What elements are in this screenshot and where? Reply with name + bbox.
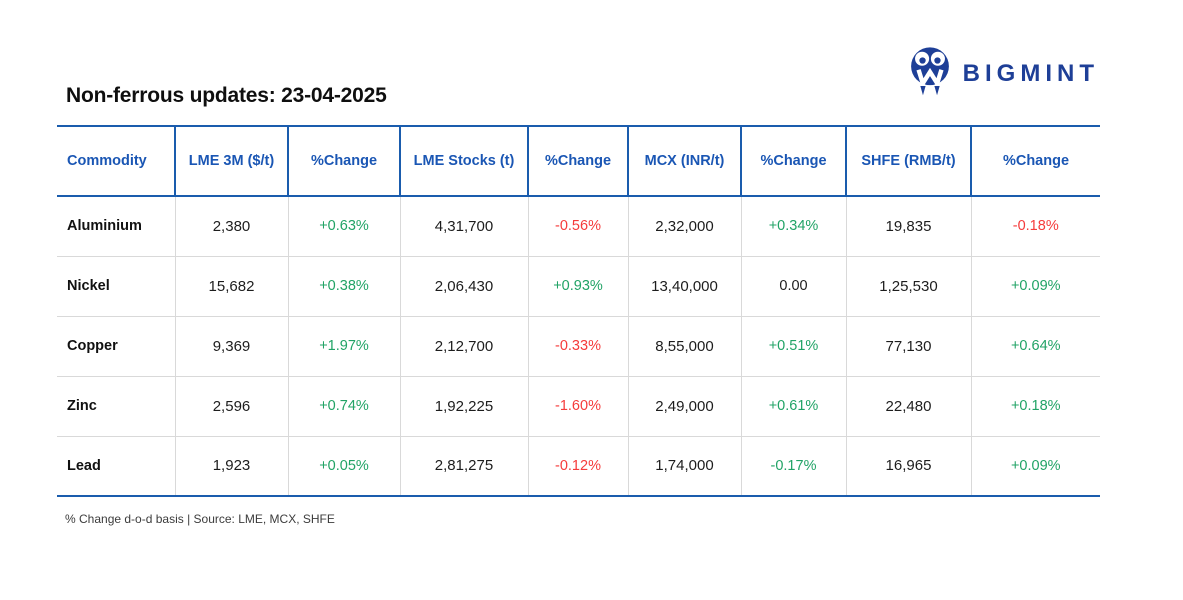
col-header-pct-change-1: %Change bbox=[287, 125, 400, 197]
page-title: Non-ferrous updates: 23-04-2025 bbox=[66, 84, 387, 107]
brand-logo: BIGMINT bbox=[907, 46, 1099, 102]
pct-change-cell: +0.05% bbox=[287, 435, 400, 497]
pct-change-cell: +0.18% bbox=[970, 375, 1100, 436]
pct-change-cell: +0.74% bbox=[287, 375, 400, 436]
value-cell: 19,835 bbox=[845, 195, 971, 256]
value-cell: 1,74,000 bbox=[627, 435, 741, 497]
value-cell: 1,25,530 bbox=[845, 255, 971, 316]
value-cell: 2,49,000 bbox=[627, 375, 741, 436]
pct-change-cell: -0.12% bbox=[527, 435, 628, 497]
pct-change-cell: -0.33% bbox=[527, 315, 628, 376]
col-header-shfe: SHFE (RMB/t) bbox=[845, 125, 971, 197]
pct-change-cell: +0.09% bbox=[970, 435, 1100, 497]
pct-change-cell: -0.56% bbox=[527, 195, 628, 256]
source-note: % Change d-o-d basis | Source: LME, MCX,… bbox=[65, 512, 335, 526]
table-row: Copper 9,369 +1.97% 2,12,700 -0.33% 8,55… bbox=[57, 315, 1100, 376]
value-cell: 8,55,000 bbox=[627, 315, 741, 376]
table-row: Nickel 15,682 +0.38% 2,06,430 +0.93% 13,… bbox=[57, 255, 1100, 316]
pct-change-cell: +0.51% bbox=[740, 315, 846, 376]
value-cell: 2,596 bbox=[174, 375, 288, 436]
value-cell: 77,130 bbox=[845, 315, 971, 376]
value-cell: 22,480 bbox=[845, 375, 971, 436]
table-row: Lead 1,923 +0.05% 2,81,275 -0.12% 1,74,0… bbox=[57, 435, 1100, 497]
value-cell: 2,81,275 bbox=[399, 435, 528, 497]
col-header-commodity: Commodity bbox=[57, 125, 175, 197]
pct-change-cell: +0.38% bbox=[287, 255, 400, 316]
value-cell: 4,31,700 bbox=[399, 195, 528, 256]
value-cell: 1,923 bbox=[174, 435, 288, 497]
value-cell: 2,12,700 bbox=[399, 315, 528, 376]
value-cell: 2,32,000 bbox=[627, 195, 741, 256]
pct-change-cell: +0.61% bbox=[740, 375, 846, 436]
pct-change-cell: -1.60% bbox=[527, 375, 628, 436]
col-header-lme-stocks: LME Stocks (t) bbox=[399, 125, 528, 197]
value-cell: 2,380 bbox=[174, 195, 288, 256]
pct-change-cell: +0.63% bbox=[287, 195, 400, 256]
table-row: Zinc 2,596 +0.74% 1,92,225 -1.60% 2,49,0… bbox=[57, 375, 1100, 436]
commodity-name: Lead bbox=[57, 435, 175, 497]
commodity-name: Copper bbox=[57, 315, 175, 376]
value-cell: 13,40,000 bbox=[627, 255, 741, 316]
col-header-pct-change-3: %Change bbox=[740, 125, 846, 197]
table-row: Aluminium 2,380 +0.63% 4,31,700 -0.56% 2… bbox=[57, 195, 1100, 256]
value-cell: 1,92,225 bbox=[399, 375, 528, 436]
value-cell: 9,369 bbox=[174, 315, 288, 376]
commodity-name: Nickel bbox=[57, 255, 175, 316]
bigmint-monster-icon bbox=[907, 46, 953, 102]
commodity-table: Commodity LME 3M ($/t) %Change LME Stock… bbox=[57, 125, 1100, 526]
pct-change-cell: +1.97% bbox=[287, 315, 400, 376]
pct-change-cell: -0.18% bbox=[970, 195, 1100, 256]
brand-name: BIGMINT bbox=[962, 60, 1099, 87]
value-cell: 15,682 bbox=[174, 255, 288, 316]
commodity-name: Zinc bbox=[57, 375, 175, 436]
pct-change-cell: +0.09% bbox=[970, 255, 1100, 316]
pct-change-cell: +0.93% bbox=[527, 255, 628, 316]
pct-change-cell: 0.00 bbox=[740, 255, 846, 316]
col-header-mcx: MCX (INR/t) bbox=[627, 125, 741, 197]
value-cell: 2,06,430 bbox=[399, 255, 528, 316]
pct-change-cell: +0.64% bbox=[970, 315, 1100, 376]
col-header-pct-change-4: %Change bbox=[970, 125, 1100, 197]
col-header-lme-3m: LME 3M ($/t) bbox=[174, 125, 288, 197]
pct-change-cell: -0.17% bbox=[740, 435, 846, 497]
table-header-row: Commodity LME 3M ($/t) %Change LME Stock… bbox=[57, 125, 1100, 197]
pct-change-cell: +0.34% bbox=[740, 195, 846, 256]
commodity-name: Aluminium bbox=[57, 195, 175, 256]
col-header-pct-change-2: %Change bbox=[527, 125, 628, 197]
value-cell: 16,965 bbox=[845, 435, 971, 497]
